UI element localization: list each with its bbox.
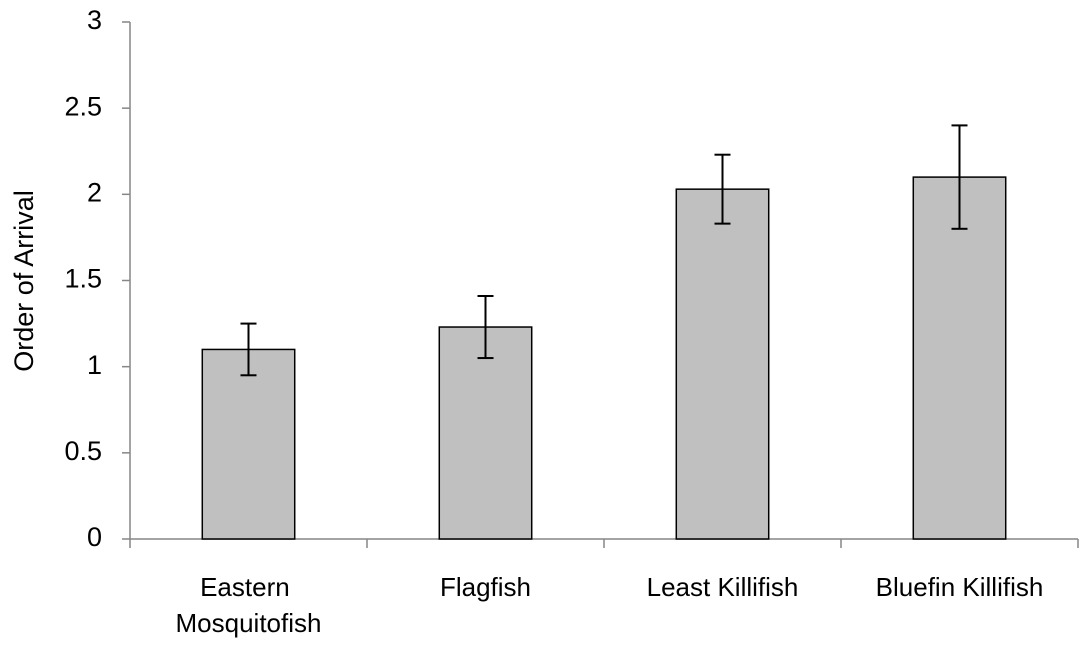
error-bar (477, 295, 494, 360)
bar (675, 188, 770, 540)
x-tick-label: Flagfish (440, 572, 531, 602)
y-tick-label: 2.5 (64, 91, 102, 121)
y-tick-label: 1.5 (64, 264, 102, 294)
y-tick-label: 3 (87, 5, 102, 35)
error-bar (951, 124, 968, 230)
x-tick-label: Least Killifish (647, 572, 799, 602)
y-tick-label: 0.5 (64, 436, 102, 466)
y-axis-label: Order of Arrival (9, 190, 39, 372)
bar (201, 348, 296, 540)
x-tick-label: Eastern Mosquitofish (176, 572, 322, 638)
bar (438, 326, 533, 540)
y-tick-label: 1 (87, 350, 102, 380)
x-tick-label: Bluefin Killifish (876, 572, 1044, 602)
bar (912, 176, 1007, 540)
y-tick-label: 2 (87, 177, 102, 207)
y-tick-label: 0 (87, 522, 102, 552)
error-bar (240, 322, 257, 377)
error-bar (714, 153, 731, 225)
